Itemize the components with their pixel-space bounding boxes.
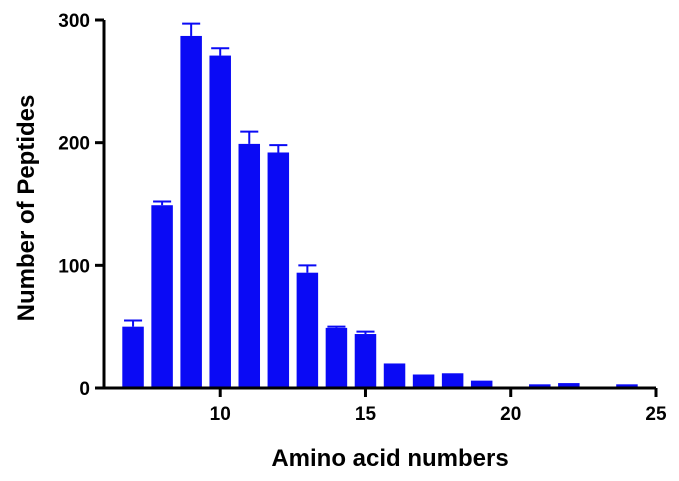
y-tick-label: 200	[58, 134, 90, 155]
bar	[209, 55, 231, 388]
y-tick-label: 300	[58, 11, 90, 32]
bar	[151, 205, 173, 388]
y-axis-title: Number of Peptides	[13, 95, 40, 322]
bars-layer	[122, 35, 638, 389]
error-bars-layer	[124, 22, 375, 335]
x-ticks: 10 15 20 25	[210, 388, 667, 425]
axes	[102, 20, 656, 390]
x-tick-label: 15	[355, 404, 377, 425]
bar	[383, 363, 406, 388]
y-tick-label: 100	[58, 256, 90, 277]
bar	[558, 383, 580, 388]
bar	[529, 384, 551, 388]
y-ticks: 0 100 200 300	[58, 11, 104, 400]
x-tick-label: 20	[500, 404, 521, 425]
y-tick-label: 0	[79, 379, 90, 400]
bar	[354, 334, 377, 388]
x-tick-label: 25	[645, 404, 667, 425]
bar	[238, 143, 261, 388]
bar	[470, 380, 493, 388]
x-tick-label: 10	[210, 404, 231, 425]
bar	[267, 152, 290, 388]
bar	[616, 384, 638, 388]
bar	[441, 373, 464, 388]
bar	[325, 327, 348, 388]
bar	[412, 374, 435, 388]
bar	[296, 272, 319, 388]
bar	[180, 35, 202, 389]
x-axis-title: Amino acid numbers	[271, 445, 508, 472]
bar	[122, 326, 144, 388]
